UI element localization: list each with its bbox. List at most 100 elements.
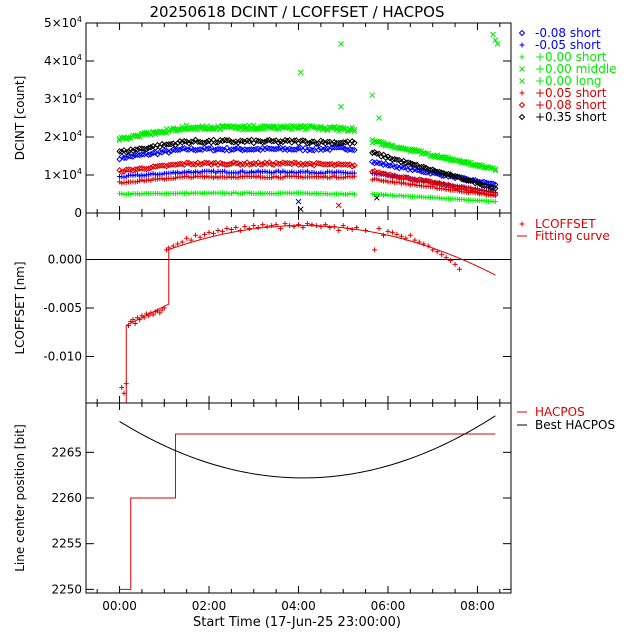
data-point [170,161,177,168]
data-point [351,162,358,169]
data-point [172,175,178,181]
data-point [183,159,190,166]
legend-label: +0.00 short [535,50,607,64]
legend-symbol [519,54,525,60]
data-point [418,163,425,171]
legend-symbol [518,101,526,109]
data-point [205,145,213,152]
data-point [445,195,451,201]
data-point [253,174,259,180]
data-point [161,147,168,154]
data-point [123,154,130,162]
data-point [391,163,398,171]
data-point [128,172,134,178]
data-point [226,123,233,130]
data-point [202,231,208,237]
data-point [329,174,335,180]
data-point [429,179,436,187]
data-point [188,175,194,181]
data-point [344,161,351,168]
dcint-series [116,136,499,192]
data-point [194,146,202,154]
data-point [335,144,342,151]
data-point [193,232,199,238]
data-point [206,229,212,235]
data-point [246,138,253,145]
data-point [289,169,295,175]
outlier-point [494,41,501,47]
legend-label: +0.05 short [535,86,607,100]
data-point [290,146,298,153]
data-point [139,177,145,183]
data-point [304,190,310,196]
data-point [246,161,253,168]
data-point [203,159,210,167]
legend-symbol [519,78,525,84]
legend-symbol [519,42,525,48]
data-point [461,159,467,166]
data-point [480,182,488,189]
data-point [224,226,230,232]
data-point [492,185,499,192]
best-hacpos-curve [119,415,496,479]
data-point [268,145,275,152]
data-point [172,146,179,154]
data-point [230,146,237,153]
y-tick-label: 2260 [51,491,82,505]
hacpos-step-line [119,433,496,590]
data-point [407,232,413,238]
data-point [183,146,190,153]
data-point [309,222,315,228]
x-tick-label: 02:00 [192,599,227,613]
data-point [295,145,302,152]
legend-label: -0.08 short [535,26,601,40]
data-point [296,169,301,175]
data-point [139,172,145,178]
dcint-series [116,159,499,198]
data-point [190,124,197,131]
data-point [123,191,129,197]
data-point [213,174,219,180]
data-point [239,147,246,154]
data-point [231,174,237,180]
dcint-series [117,190,498,205]
data-point [185,146,193,153]
data-point [123,149,130,156]
data-point [138,145,146,152]
legend-symbol [519,66,525,72]
data-point [389,229,395,235]
data-point [348,163,356,170]
x-axis: 00:00 02:00 04:00 06:00 08:00 [102,599,494,613]
x-tick-label: 00:00 [102,599,137,613]
legend-label: Fitting curve [535,229,610,243]
legend-symbol [519,90,525,96]
data-point [253,169,259,175]
data-point [264,224,270,230]
data-point [192,161,199,168]
data-point [257,169,263,175]
data-point [412,182,418,188]
data-point [146,172,152,178]
data-point [405,193,411,199]
data-point [201,139,208,147]
y-tick-label: -0.010 [43,349,82,363]
data-point [148,132,154,138]
data-point [136,133,143,140]
legend-label: -0.05 short [535,38,601,52]
data-point [222,191,228,197]
data-point [448,258,454,263]
data-point [422,177,430,184]
data-point [228,191,234,197]
data-point [264,123,271,130]
data-point [337,161,345,168]
data-point [118,148,125,155]
data-point [333,161,340,168]
data-point [342,161,349,168]
data-point [210,147,217,154]
data-point [282,169,288,175]
data-point [224,190,230,196]
data-point [385,228,391,234]
data-point [400,164,407,171]
data-point [373,169,380,177]
data-point [214,145,222,153]
